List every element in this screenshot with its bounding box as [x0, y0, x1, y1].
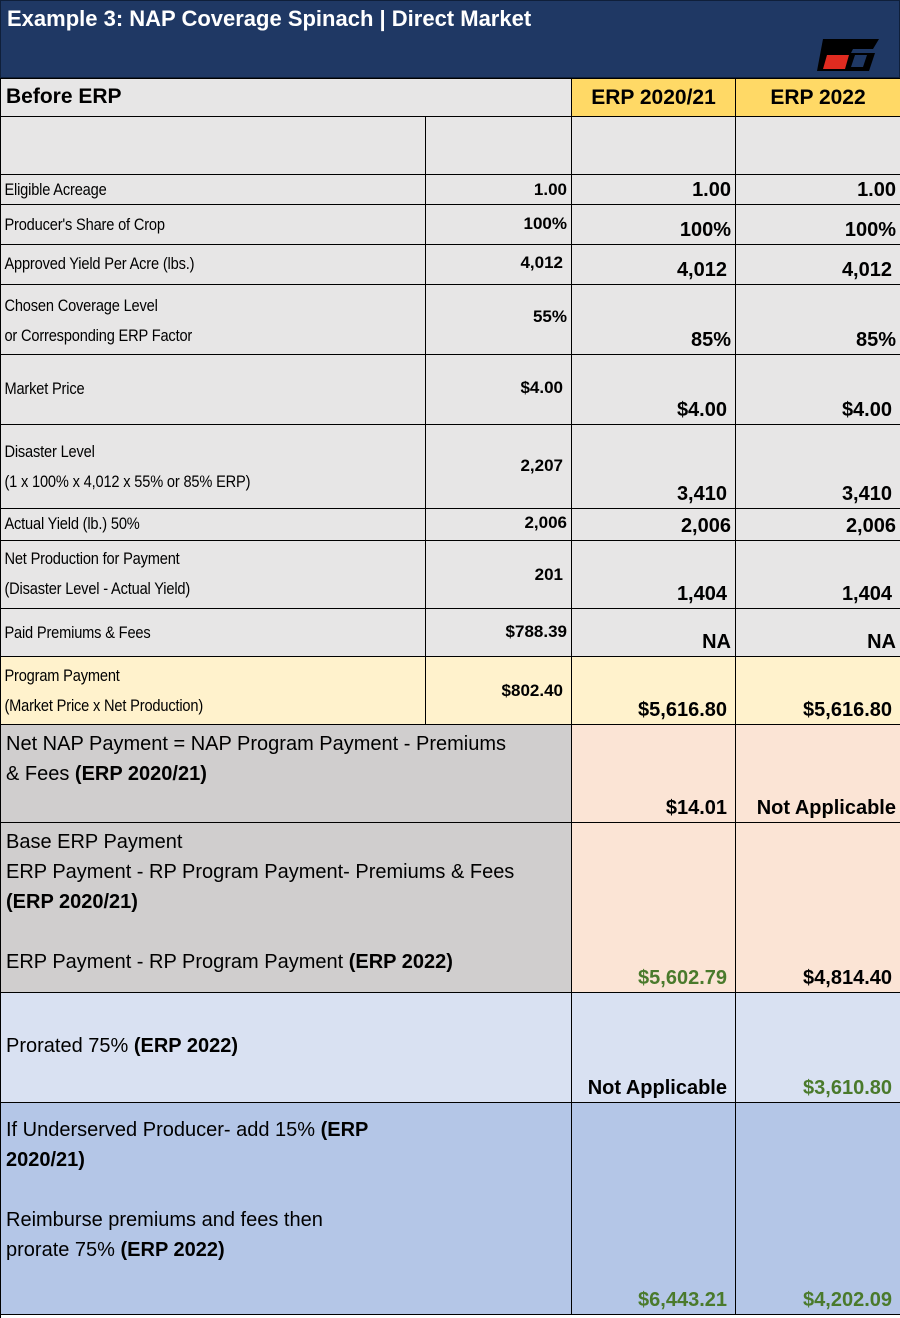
erp2021-base-erp-payment: $5,602.79	[572, 823, 736, 993]
erp2021-actual-yield: 2,006	[572, 509, 736, 541]
blank-cell	[426, 117, 572, 175]
erp2022-net-production: 1,404	[736, 541, 900, 609]
erp2022-eligible-acreage: 1.00	[736, 175, 900, 205]
erp2021-prorated: Not Applicable	[572, 993, 736, 1103]
row-label-net-production: Net Production for Payment (Disaster Lev…	[1, 541, 426, 609]
erp2021-program-payment: $5,616.80	[572, 657, 736, 725]
erp2021-market-price: $4.00	[572, 355, 736, 425]
erp2021-paid-premiums: NA	[572, 609, 736, 657]
row-label-actual-yield: Actual Yield (lb.) 50%	[1, 509, 426, 541]
before-actual-yield: 2,006	[426, 509, 572, 541]
farm-bureau-logo-icon	[817, 39, 879, 71]
erp2022-net-nap-payment: Not Applicable	[736, 725, 900, 823]
erp2022-coverage-level: 85%	[736, 285, 900, 355]
erp-2022-header: ERP 2022	[736, 79, 900, 117]
row-label-market-price: Market Price	[1, 355, 426, 425]
before-paid-premiums: $788.39	[426, 609, 572, 657]
comparison-table: Before ERP ERP 2020/21 ERP 2022 Eligible…	[0, 78, 900, 1318]
row-label-disaster-level: Disaster Level (1 x 100% x 4,012 x 55% o…	[1, 425, 426, 509]
before-disaster-level: 2,207	[426, 425, 572, 509]
erp2021-disaster-level: 3,410	[572, 425, 736, 509]
net-nap-payment-label: Net NAP Payment = NAP Program Payment - …	[1, 725, 572, 823]
erp2022-base-erp-payment: $4,814.40	[736, 823, 900, 993]
before-market-price: $4.00	[426, 355, 572, 425]
row-label-coverage-level: Chosen Coverage Level or Corresponding E…	[1, 285, 426, 355]
row-label-eligible-acreage: Eligible Acreage	[1, 175, 426, 205]
erp2021-underserved: $6,443.21	[572, 1103, 736, 1315]
prorated-label: Prorated 75% (ERP 2022)	[1, 993, 572, 1103]
blank-cell	[1, 117, 426, 175]
row-label-program-payment: Program Payment (Market Price x Net Prod…	[1, 657, 426, 725]
before-coverage-level: 55%	[426, 285, 572, 355]
base-erp-payment-label: Base ERP Payment ERP Payment - RP Progra…	[1, 823, 572, 993]
blank-cell	[572, 117, 736, 175]
erp2021-net-production: 1,404	[572, 541, 736, 609]
before-program-payment: $802.40	[426, 657, 572, 725]
erp2022-underserved: $4,202.09	[736, 1103, 900, 1315]
erp2022-approved-yield: 4,012	[736, 245, 900, 285]
erp2021-producer-share: 100%	[572, 205, 736, 245]
erp2022-program-payment: $5,616.80	[736, 657, 900, 725]
row-label-paid-premiums: Paid Premiums & Fees	[1, 609, 426, 657]
row-label-producer-share: Producer's Share of Crop	[1, 205, 426, 245]
erp2022-producer-share: 100%	[736, 205, 900, 245]
before-eligible-acreage: 1.00	[426, 175, 572, 205]
erp2021-net-nap-payment: $14.01	[572, 725, 736, 823]
before-approved-yield: 4,012	[426, 245, 572, 285]
erp2022-disaster-level: 3,410	[736, 425, 900, 509]
blank-cell	[736, 117, 900, 175]
erp2022-prorated: $3,610.80	[736, 993, 900, 1103]
erp2022-paid-premiums: NA	[736, 609, 900, 657]
erp-2020-21-header: ERP 2020/21	[572, 79, 736, 117]
before-producer-share: 100%	[426, 205, 572, 245]
erp2021-coverage-level: 85%	[572, 285, 736, 355]
title-banner: Example 3: NAP Coverage Spinach | Direct…	[0, 0, 900, 78]
row-label-approved-yield: Approved Yield Per Acre (lbs.)	[1, 245, 426, 285]
page-title: Example 3: NAP Coverage Spinach | Direct…	[7, 6, 532, 31]
erp2021-eligible-acreage: 1.00	[572, 175, 736, 205]
erp2021-approved-yield: 4,012	[572, 245, 736, 285]
before-net-production: 201	[426, 541, 572, 609]
erp2022-market-price: $4.00	[736, 355, 900, 425]
before-erp-header: Before ERP	[1, 79, 572, 117]
erp2022-actual-yield: 2,006	[736, 509, 900, 541]
underserved-label: If Underserved Producer- add 15% (ERP 20…	[1, 1103, 572, 1315]
